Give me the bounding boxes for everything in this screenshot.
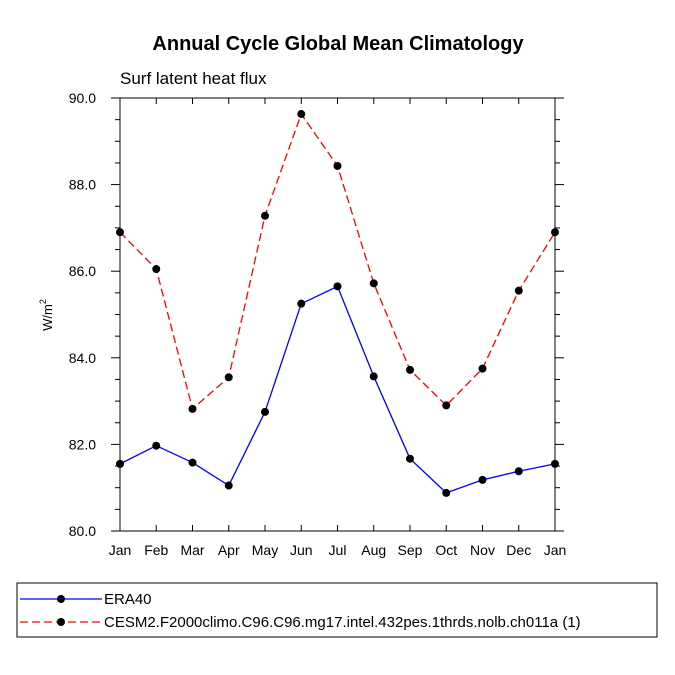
series-2-point xyxy=(116,228,124,237)
legend-label-1: ERA40 xyxy=(104,591,152,608)
x-tick-label: Dec xyxy=(506,542,531,558)
chart-title: Annual Cycle Global Mean Climatology xyxy=(152,33,524,55)
series-layer xyxy=(116,110,559,497)
y-tick-label: 80.0 xyxy=(69,523,96,539)
x-tick-label: Jan xyxy=(544,542,567,558)
series-1-point xyxy=(224,481,233,490)
chart-subtitle: Surf latent heat flux xyxy=(120,69,267,88)
x-tick-label: Nov xyxy=(470,542,495,558)
x-tick-label: Oct xyxy=(435,542,457,558)
series-1-point xyxy=(478,475,487,484)
axis-ticks: Jan Feb Mar Apr May Jun Jul Aug Sep Oct Nov Dec Jan 8… xyxy=(69,90,567,558)
y-tick-label: 86.0 xyxy=(69,263,96,279)
series-1-point xyxy=(333,282,342,291)
series-2-point xyxy=(261,211,269,220)
series-1-point xyxy=(188,458,197,467)
y-tick-label: 84.0 xyxy=(69,350,96,366)
series-2-point xyxy=(333,161,342,170)
y-tick-label: 88.0 xyxy=(69,177,96,193)
series-1-point xyxy=(152,441,161,450)
legend-label-2: CESM2.F2000climo.C96.C96.mg17.intel.432p… xyxy=(104,614,581,631)
series-2-point xyxy=(188,404,197,413)
legend-marker-2 xyxy=(57,618,65,626)
series-line-1 xyxy=(119,285,556,494)
series-1-point xyxy=(369,372,378,381)
legend-box xyxy=(16,582,658,638)
series-2-point xyxy=(152,265,161,274)
series-line-2 xyxy=(119,112,556,411)
x-tick-label: Jun xyxy=(290,542,313,558)
series-2-point xyxy=(442,401,451,410)
x-tick-label: Jul xyxy=(329,542,347,558)
y-axis-label-main: W/m xyxy=(40,304,55,331)
series-1-point xyxy=(514,467,523,476)
y-axis-label-superscript: 2 xyxy=(38,299,48,304)
y-tick-label: 90.0 xyxy=(69,90,96,106)
x-tick-label: Feb xyxy=(144,542,168,558)
y-axis-label: W/m2 xyxy=(38,299,55,331)
series-2-point xyxy=(297,110,306,119)
y-tick-label: 82.0 xyxy=(69,436,96,452)
series-1-point xyxy=(406,454,414,463)
series-2-point xyxy=(551,228,559,237)
x-tick-label: Sep xyxy=(398,542,423,558)
series-2-point xyxy=(369,279,378,288)
series-1-point xyxy=(261,407,269,416)
x-tick-label: Apr xyxy=(218,542,240,558)
x-tick-label: May xyxy=(252,542,278,558)
legend: ERA40 CESM2.F2000climo.C96.C96.mg17.intel… xyxy=(20,591,581,631)
x-tick-label: Mar xyxy=(180,542,204,558)
series-1-point xyxy=(442,488,451,497)
series-2-point xyxy=(478,364,487,373)
series-1-point xyxy=(116,459,124,468)
series-1-point xyxy=(297,299,306,308)
x-tick-label: Aug xyxy=(361,542,386,558)
series-2-point xyxy=(224,373,233,382)
legend-marker-1 xyxy=(57,595,65,603)
x-tick-label: Jan xyxy=(109,542,132,558)
series-2-point xyxy=(406,365,414,374)
series-1-point xyxy=(551,459,559,468)
series-2-point xyxy=(514,286,523,295)
